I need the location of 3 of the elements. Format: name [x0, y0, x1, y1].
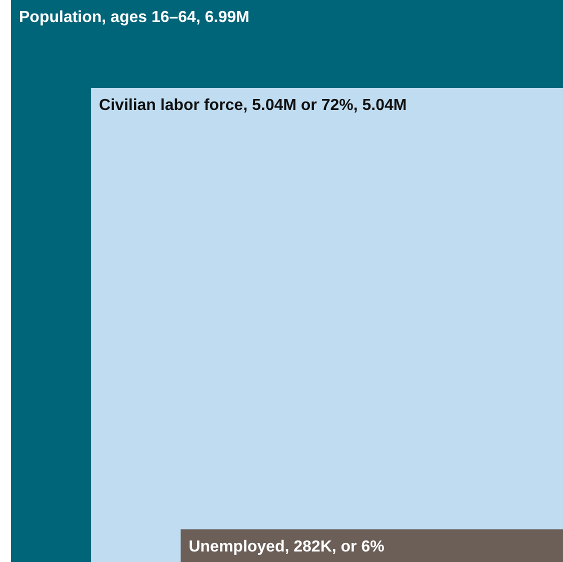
data-label: Unemployed, 282K, or 6%: [188, 538, 384, 556]
data-label: Civilian labor force, 5.04M or 72%, 5.04M: [99, 97, 407, 114]
data-label: Population, ages 16–64, 6.99M: [19, 9, 250, 26]
